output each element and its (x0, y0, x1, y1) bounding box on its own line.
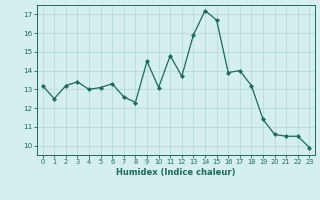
X-axis label: Humidex (Indice chaleur): Humidex (Indice chaleur) (116, 168, 236, 177)
